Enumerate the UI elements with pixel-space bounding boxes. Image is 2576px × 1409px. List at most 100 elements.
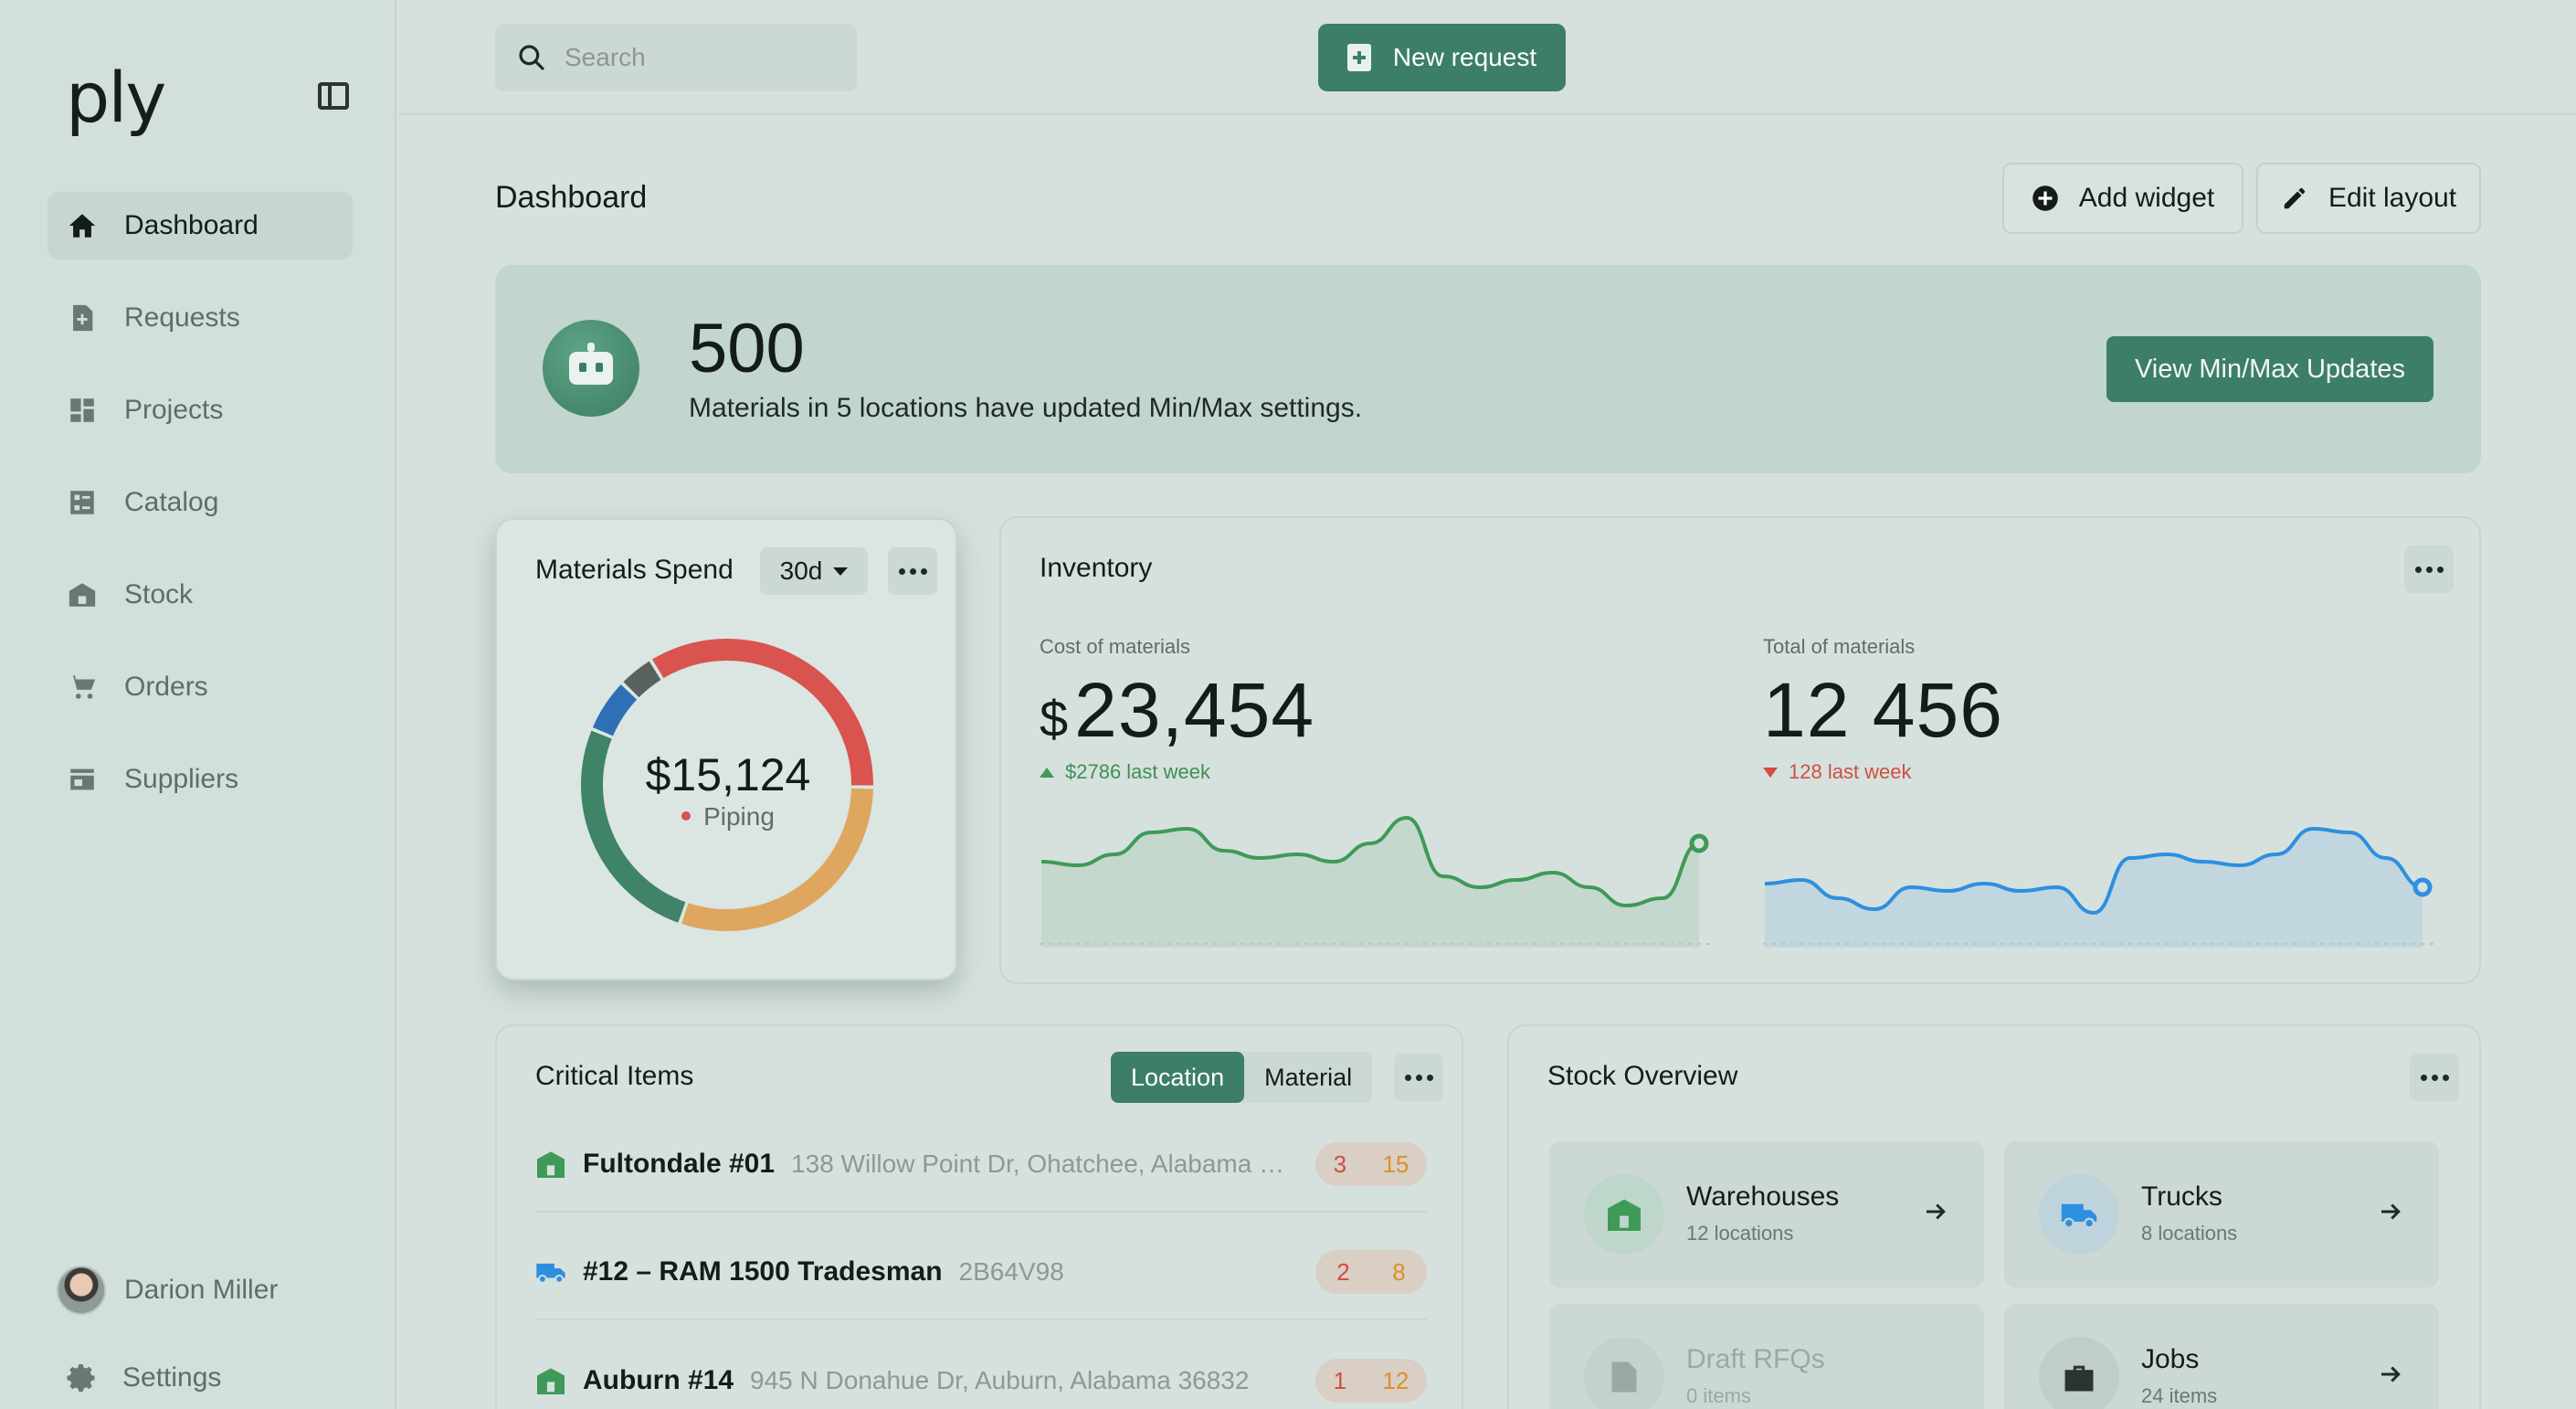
row-counts: 3 15 xyxy=(1315,1142,1427,1186)
more-icon[interactable] xyxy=(1394,1054,1443,1101)
add-document-icon xyxy=(1346,44,1371,71)
catalog-icon xyxy=(66,486,99,519)
settings-label: Settings xyxy=(122,1362,222,1393)
new-request-button[interactable]: New request xyxy=(1318,24,1566,91)
sparkline-area xyxy=(1765,829,2423,948)
document-icon xyxy=(1584,1337,1664,1409)
spend-total: $15,124 xyxy=(645,749,811,800)
delta-text: 128 last week xyxy=(1789,760,1912,783)
user-profile[interactable]: Darion Miller xyxy=(57,1266,278,1315)
donut-segment[interactable] xyxy=(652,639,873,786)
pencil-icon xyxy=(2284,187,2306,209)
critical-items-card: Critical Items Location Material Fultond… xyxy=(495,1024,1463,1409)
trend-up-icon xyxy=(1040,767,1054,778)
home-icon xyxy=(66,209,99,242)
view-minmax-button[interactable]: View Min/Max Updates xyxy=(2106,336,2433,402)
warehouse-icon xyxy=(66,578,99,611)
row-detail: 138 Willow Point Dr, Ohatchee, Alabama 3… xyxy=(791,1149,1288,1178)
truck-icon xyxy=(2039,1174,2119,1255)
stat-value: $23,454 xyxy=(1040,666,1314,755)
row-name: Auburn #14 xyxy=(583,1365,734,1395)
stock-tile-warehouses[interactable]: Warehouses 12 locations xyxy=(1549,1141,1984,1287)
total-sparkline-chart xyxy=(1763,826,2439,948)
tab-location[interactable]: Location xyxy=(1111,1052,1245,1103)
total-of-materials: Total of materials 12 456 128 last week xyxy=(1763,635,2003,784)
warehouse-icon xyxy=(1584,1174,1664,1255)
materials-spend-card: Materials Spend 30d $15,124 Piping xyxy=(495,518,957,980)
range-value: 30d xyxy=(779,556,823,585)
request-icon xyxy=(66,302,99,334)
more-icon[interactable] xyxy=(2404,546,2454,593)
edit-layout-label: Edit layout xyxy=(2328,183,2457,213)
warehouse-icon xyxy=(537,1151,565,1178)
tile-title: Warehouses xyxy=(1686,1181,1840,1212)
more-icon[interactable] xyxy=(888,547,937,595)
stat-value: 12 456 xyxy=(1763,667,2003,753)
currency-symbol: $ xyxy=(1040,690,1070,747)
sidebar-item-orders[interactable]: Orders xyxy=(48,653,353,721)
cost-sparkline-chart xyxy=(1040,815,1716,948)
search-box[interactable] xyxy=(495,24,857,91)
inventory-card: Inventory Cost of materials $23,454 $278… xyxy=(999,516,2481,984)
donut-segment[interactable] xyxy=(681,788,873,931)
card-title: Materials Spend xyxy=(535,555,734,585)
stat-delta: 128 last week xyxy=(1763,760,2003,784)
robot-icon xyxy=(543,320,639,417)
sidebar-item-settings[interactable]: Settings xyxy=(66,1361,221,1394)
row-detail: 2B64V98 xyxy=(958,1257,1064,1286)
sidebar-item-dashboard[interactable]: Dashboard xyxy=(48,192,353,260)
critical-row[interactable]: Auburn #14 945 N Donahue Dr, Auburn, Ala… xyxy=(535,1333,1427,1409)
tile-title: Trucks xyxy=(2141,1181,2222,1212)
row-detail: 945 N Donahue Dr, Auburn, Alabama 36832 xyxy=(750,1366,1250,1394)
sidebar-toggle-icon[interactable] xyxy=(318,82,349,110)
arrow-right-icon xyxy=(1927,1203,1946,1220)
stock-tile-trucks[interactable]: Trucks 8 locations xyxy=(2004,1141,2439,1287)
sidebar-item-stock[interactable]: Stock xyxy=(48,561,353,629)
sparkline-area xyxy=(1041,818,1699,948)
critical-row[interactable]: Fultondale #01 138 Willow Point Dr, Ohat… xyxy=(535,1118,1427,1213)
count-low: 12 xyxy=(1382,1366,1409,1394)
search-input[interactable] xyxy=(565,43,839,72)
card-title: Inventory xyxy=(1040,553,1153,583)
app-logo[interactable]: ply xyxy=(66,57,166,138)
range-select[interactable]: 30d xyxy=(760,547,868,595)
sidebar-item-label: Orders xyxy=(124,672,208,702)
banner-text: Materials in 5 locations have updated Mi… xyxy=(689,393,1363,423)
sidebar-item-catalog[interactable]: Catalog xyxy=(48,469,353,536)
tile-title: Draft RFQs xyxy=(1686,1344,1825,1374)
add-widget-button[interactable]: Add widget xyxy=(2002,163,2243,234)
tile-subtitle: 8 locations xyxy=(2141,1222,2238,1245)
tab-material[interactable]: Material xyxy=(1264,1063,1353,1091)
sidebar-item-requests[interactable]: Requests xyxy=(48,284,353,352)
sidebar-item-label: Suppliers xyxy=(124,764,239,794)
trend-down-icon xyxy=(1763,767,1778,778)
count-critical: 2 xyxy=(1336,1257,1350,1286)
more-icon[interactable] xyxy=(2410,1054,2459,1101)
sidebar: ply Dashboard Requests Projects Catalog … xyxy=(0,0,396,1409)
donut-segment[interactable] xyxy=(623,661,661,698)
sidebar-item-label: Projects xyxy=(124,395,224,425)
top-bar: New request xyxy=(398,0,2576,115)
user-name: Darion Miller xyxy=(124,1275,279,1305)
sidebar-item-suppliers[interactable]: Suppliers xyxy=(48,746,353,813)
banner-count: 500 xyxy=(689,310,805,387)
tile-subtitle: 12 locations xyxy=(1686,1222,1794,1245)
sidebar-item-projects[interactable]: Projects xyxy=(48,376,353,444)
donut-segment[interactable] xyxy=(581,730,686,923)
sidebar-item-label: Catalog xyxy=(124,487,219,517)
caret-down-icon xyxy=(833,567,849,576)
edit-layout-button[interactable]: Edit layout xyxy=(2256,163,2481,234)
new-request-label: New request xyxy=(1392,43,1537,71)
gear-icon xyxy=(67,1364,95,1392)
search-icon xyxy=(519,45,544,70)
stock-tile-draft-rfqs[interactable]: Draft RFQs 0 items xyxy=(1549,1304,1984,1409)
tile-subtitle: 0 items xyxy=(1686,1384,1751,1407)
donut-segment[interactable] xyxy=(592,684,638,736)
card-title: Critical Items xyxy=(535,1061,694,1091)
count-low: 15 xyxy=(1382,1149,1409,1178)
row-counts: 1 12 xyxy=(1315,1359,1427,1403)
stock-tile-jobs[interactable]: Jobs 24 items xyxy=(2004,1304,2439,1409)
stat-label: Total of materials xyxy=(1763,635,1916,658)
tile-title: Jobs xyxy=(2141,1344,2200,1374)
